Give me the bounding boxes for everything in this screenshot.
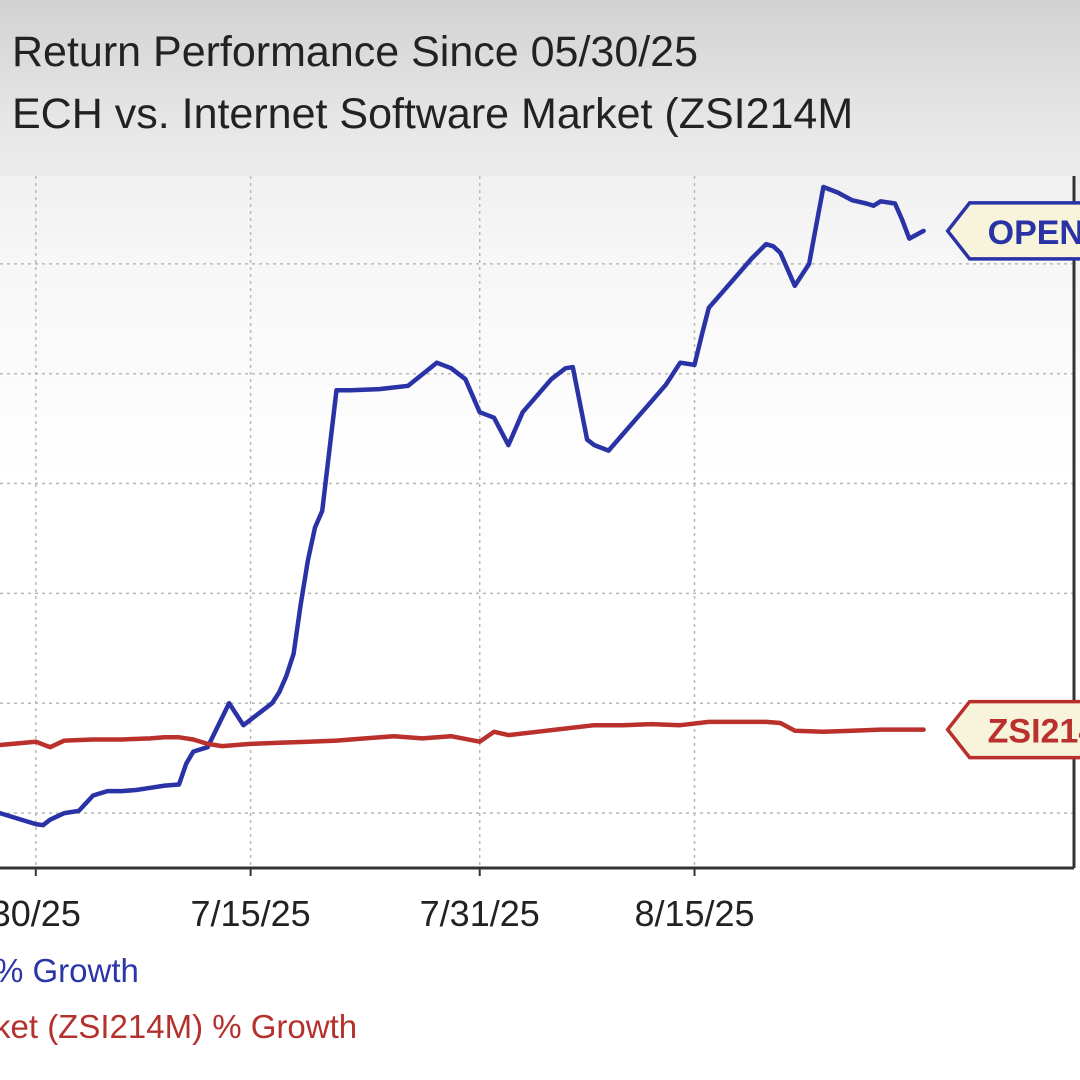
series-tag-open <box>945 201 1080 261</box>
legend-item-zsi214m: ket (ZSI214M) % Growth <box>0 1008 358 1045</box>
series-tag-zsi214m <box>945 699 1080 760</box>
series-line-open <box>0 184 926 828</box>
plot-area <box>0 176 1074 868</box>
x-tick-label: 7/31/25 <box>420 893 540 934</box>
series-line-zsi214m <box>0 719 926 750</box>
legend-item-open: % Growth <box>0 952 139 989</box>
chart-title: Return Performance Since 05/30/25 <box>12 28 699 76</box>
x-tick-label: 8/15/25 <box>634 893 754 934</box>
series-tag-label: ZSI214M <box>988 713 1080 751</box>
series-tag-label: OPEN: <box>988 214 1080 252</box>
chart-subtitle: ECH vs. Internet Software Market (ZSI214… <box>12 90 854 138</box>
x-tick-label: 7/15/25 <box>191 893 311 934</box>
x-tick-label: 30/25 <box>0 893 81 934</box>
